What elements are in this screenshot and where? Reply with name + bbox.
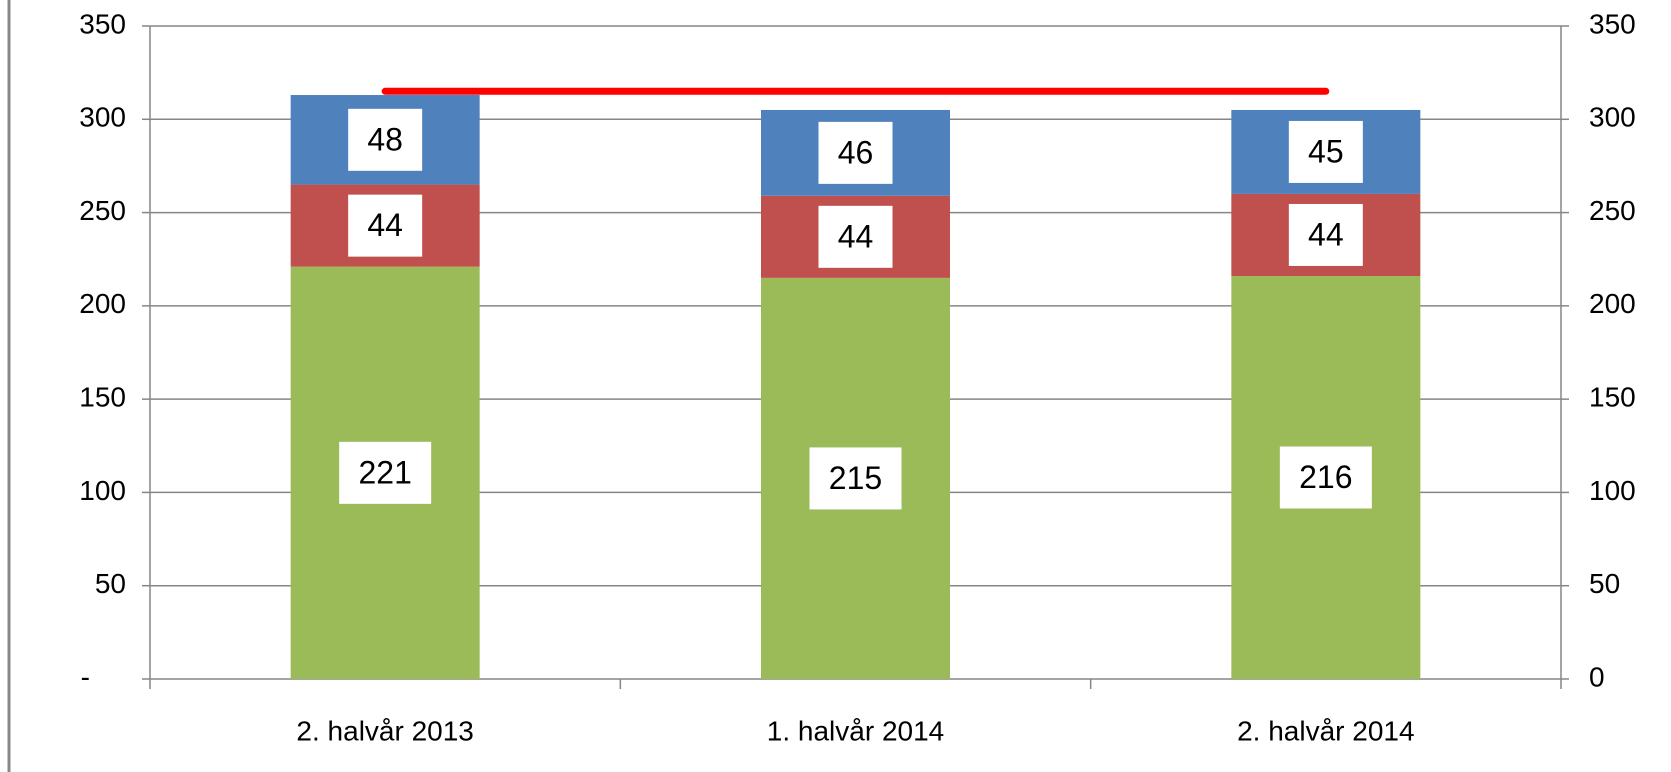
data-label: 44: [838, 218, 874, 254]
data-label-box: [809, 447, 902, 510]
y2-tick-label: 200: [1589, 288, 1636, 319]
data-label: 215: [829, 460, 882, 496]
x-tick-label: 2. halvår 2014: [1237, 715, 1414, 746]
data-label-box: [818, 205, 893, 268]
y-tick-label: 50: [95, 568, 126, 599]
data-label: 48: [367, 121, 403, 157]
data-label-box: [818, 121, 893, 184]
data-label: 44: [1308, 216, 1344, 252]
y-tick-label: 150: [79, 382, 126, 413]
y2-tick-label: 150: [1589, 382, 1636, 413]
data-label-box: [348, 194, 423, 257]
y2-tick-label: 300: [1589, 102, 1636, 133]
y-tick-label: 100: [79, 475, 126, 506]
data-label-box: [1288, 203, 1363, 266]
y2-tick-label: 100: [1589, 475, 1636, 506]
data-label-box: [348, 108, 423, 171]
data-label: 221: [358, 454, 411, 490]
y-tick-label: 350: [79, 8, 126, 39]
data-label: 216: [1299, 459, 1352, 495]
y-tick-label: 300: [79, 102, 126, 133]
data-label-box: [1279, 446, 1372, 509]
y2-tick-label: 0: [1589, 661, 1605, 692]
y-tick-label: 200: [79, 288, 126, 319]
data-label-box: [339, 441, 432, 504]
y-tick-label: 250: [79, 195, 126, 226]
x-tick-label: 2. halvår 2013: [296, 715, 473, 746]
x-tick-label: 1. halvår 2014: [767, 715, 944, 746]
y2-tick-label: 50: [1589, 568, 1620, 599]
y2-tick-label: 250: [1589, 195, 1636, 226]
data-label: 45: [1308, 133, 1344, 169]
data-label: 46: [838, 134, 874, 170]
data-label-box: [1288, 120, 1363, 183]
y2-tick-label: 350: [1589, 8, 1636, 39]
y-tick-label: -: [81, 661, 90, 692]
data-label: 44: [367, 207, 403, 243]
